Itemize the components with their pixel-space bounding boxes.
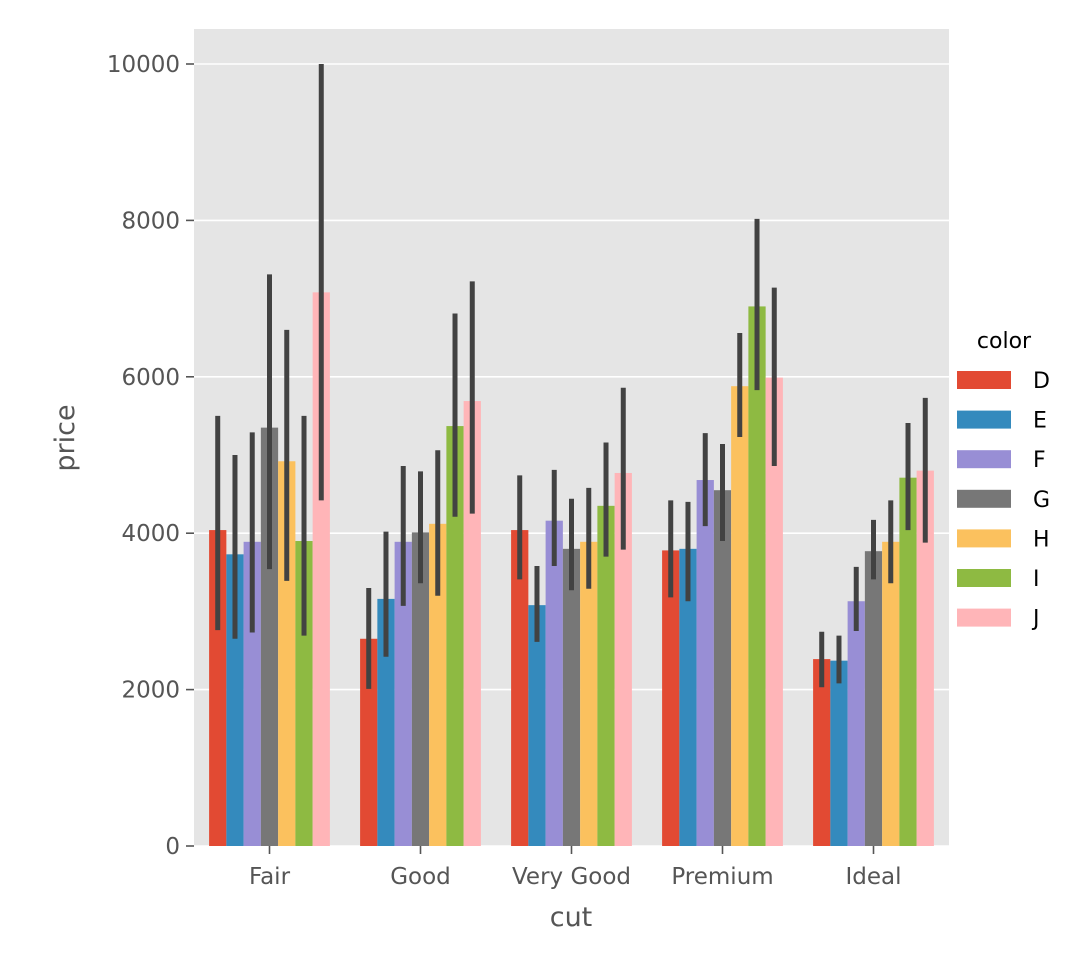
bar (243, 541, 261, 846)
legend-label: F (1033, 448, 1046, 473)
bar (830, 660, 848, 846)
bar (278, 461, 296, 846)
y-tick-label: 6000 (121, 365, 180, 391)
legend-swatch (957, 569, 1011, 587)
y-tick-label: 2000 (121, 678, 180, 704)
bar (511, 530, 529, 846)
legend-label: I (1033, 567, 1040, 592)
bar (748, 306, 766, 846)
bar (260, 427, 279, 846)
bar (411, 532, 430, 846)
bar (394, 541, 412, 846)
bar (312, 292, 330, 846)
x-axis-label: cut (550, 902, 593, 933)
bar (360, 638, 378, 846)
bar (696, 480, 714, 846)
bar (209, 530, 227, 846)
bar (377, 598, 395, 846)
y-tick-label: 0 (165, 834, 180, 860)
bar (528, 605, 546, 846)
bar (916, 470, 934, 846)
bar (580, 541, 598, 846)
legend-title: color (977, 329, 1032, 354)
bar (813, 659, 831, 846)
bars (209, 292, 934, 846)
legend-swatch (957, 608, 1011, 627)
x-tick-label: Very Good (512, 864, 631, 890)
bar (562, 548, 581, 846)
legend-swatch (957, 450, 1011, 469)
legend-label: E (1033, 409, 1047, 434)
x-axis: Fair Good Very Good Premium Ideal (249, 846, 902, 890)
bar (295, 541, 313, 846)
bar (679, 548, 697, 846)
legend-label: H (1033, 527, 1050, 552)
bar (614, 472, 632, 846)
bar (597, 505, 615, 846)
error-bars (215, 64, 928, 689)
bar (765, 377, 783, 846)
bar (731, 386, 749, 846)
bar (899, 477, 917, 846)
y-axis: 0 2000 4000 6000 8000 10000 (107, 52, 194, 860)
y-tick-label: 8000 (121, 208, 180, 234)
bar (226, 554, 244, 846)
legend-swatch (957, 489, 1011, 508)
bar (446, 426, 464, 846)
x-tick-label: Ideal (845, 864, 901, 890)
bar (545, 520, 563, 846)
legend-label: D (1033, 369, 1050, 394)
x-tick-label: Good (390, 864, 451, 890)
x-tick-label: Premium (671, 864, 773, 890)
y-axis-label: price (50, 404, 81, 471)
y-tick-label: 4000 (121, 521, 180, 547)
legend-swatch (957, 371, 1011, 389)
legend-swatch (957, 529, 1011, 548)
x-tick-label: Fair (249, 864, 291, 890)
legend-label: J (1031, 607, 1040, 632)
legend-swatch (957, 410, 1011, 429)
bar (463, 401, 481, 846)
bar (662, 550, 680, 846)
bar (847, 601, 865, 846)
bar (882, 541, 900, 846)
bar (429, 523, 447, 846)
bar (713, 490, 732, 846)
legend-label: G (1033, 488, 1050, 513)
bar (864, 551, 883, 846)
y-tick-label: 10000 (107, 52, 180, 78)
